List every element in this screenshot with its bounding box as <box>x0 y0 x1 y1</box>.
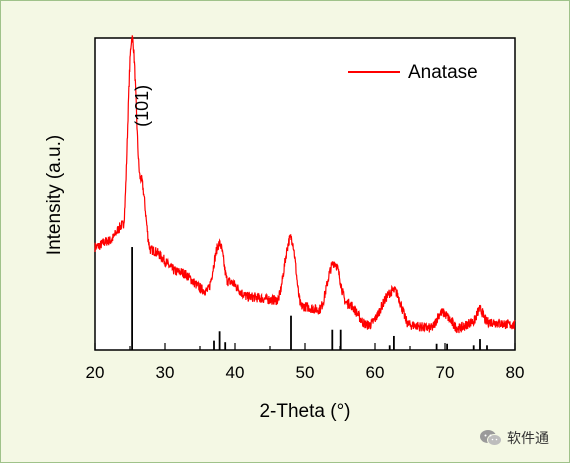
x-axis-tick-labels: 20 30 40 50 60 70 80 <box>86 363 525 382</box>
legend: Anatase <box>348 62 478 83</box>
x-tick-label-20: 20 <box>86 363 105 382</box>
watermark: 软件通 <box>479 427 549 449</box>
x-tick-label-40: 40 <box>226 363 245 382</box>
x-tick-label-60: 60 <box>366 363 385 382</box>
series-line-anatase <box>94 35 516 334</box>
wechat-icon <box>480 430 502 446</box>
x-tick-label-70: 70 <box>436 363 455 382</box>
reference-lines <box>131 247 488 350</box>
watermark-text: 软件通 <box>507 431 549 447</box>
x-axis-ticks <box>94 343 516 350</box>
x-tick-label-30: 30 <box>156 363 175 382</box>
x-tick-label-50: 50 <box>296 363 315 382</box>
peak-annotation-101: (101) <box>132 85 152 127</box>
y-axis-title: Intensity (a.u.) <box>44 135 65 255</box>
x-tick-label-80: 80 <box>506 363 525 382</box>
plot-area <box>94 37 516 351</box>
legend-label-anatase: Anatase <box>408 62 478 83</box>
x-axis-title: 2-Theta (°) <box>259 401 350 422</box>
